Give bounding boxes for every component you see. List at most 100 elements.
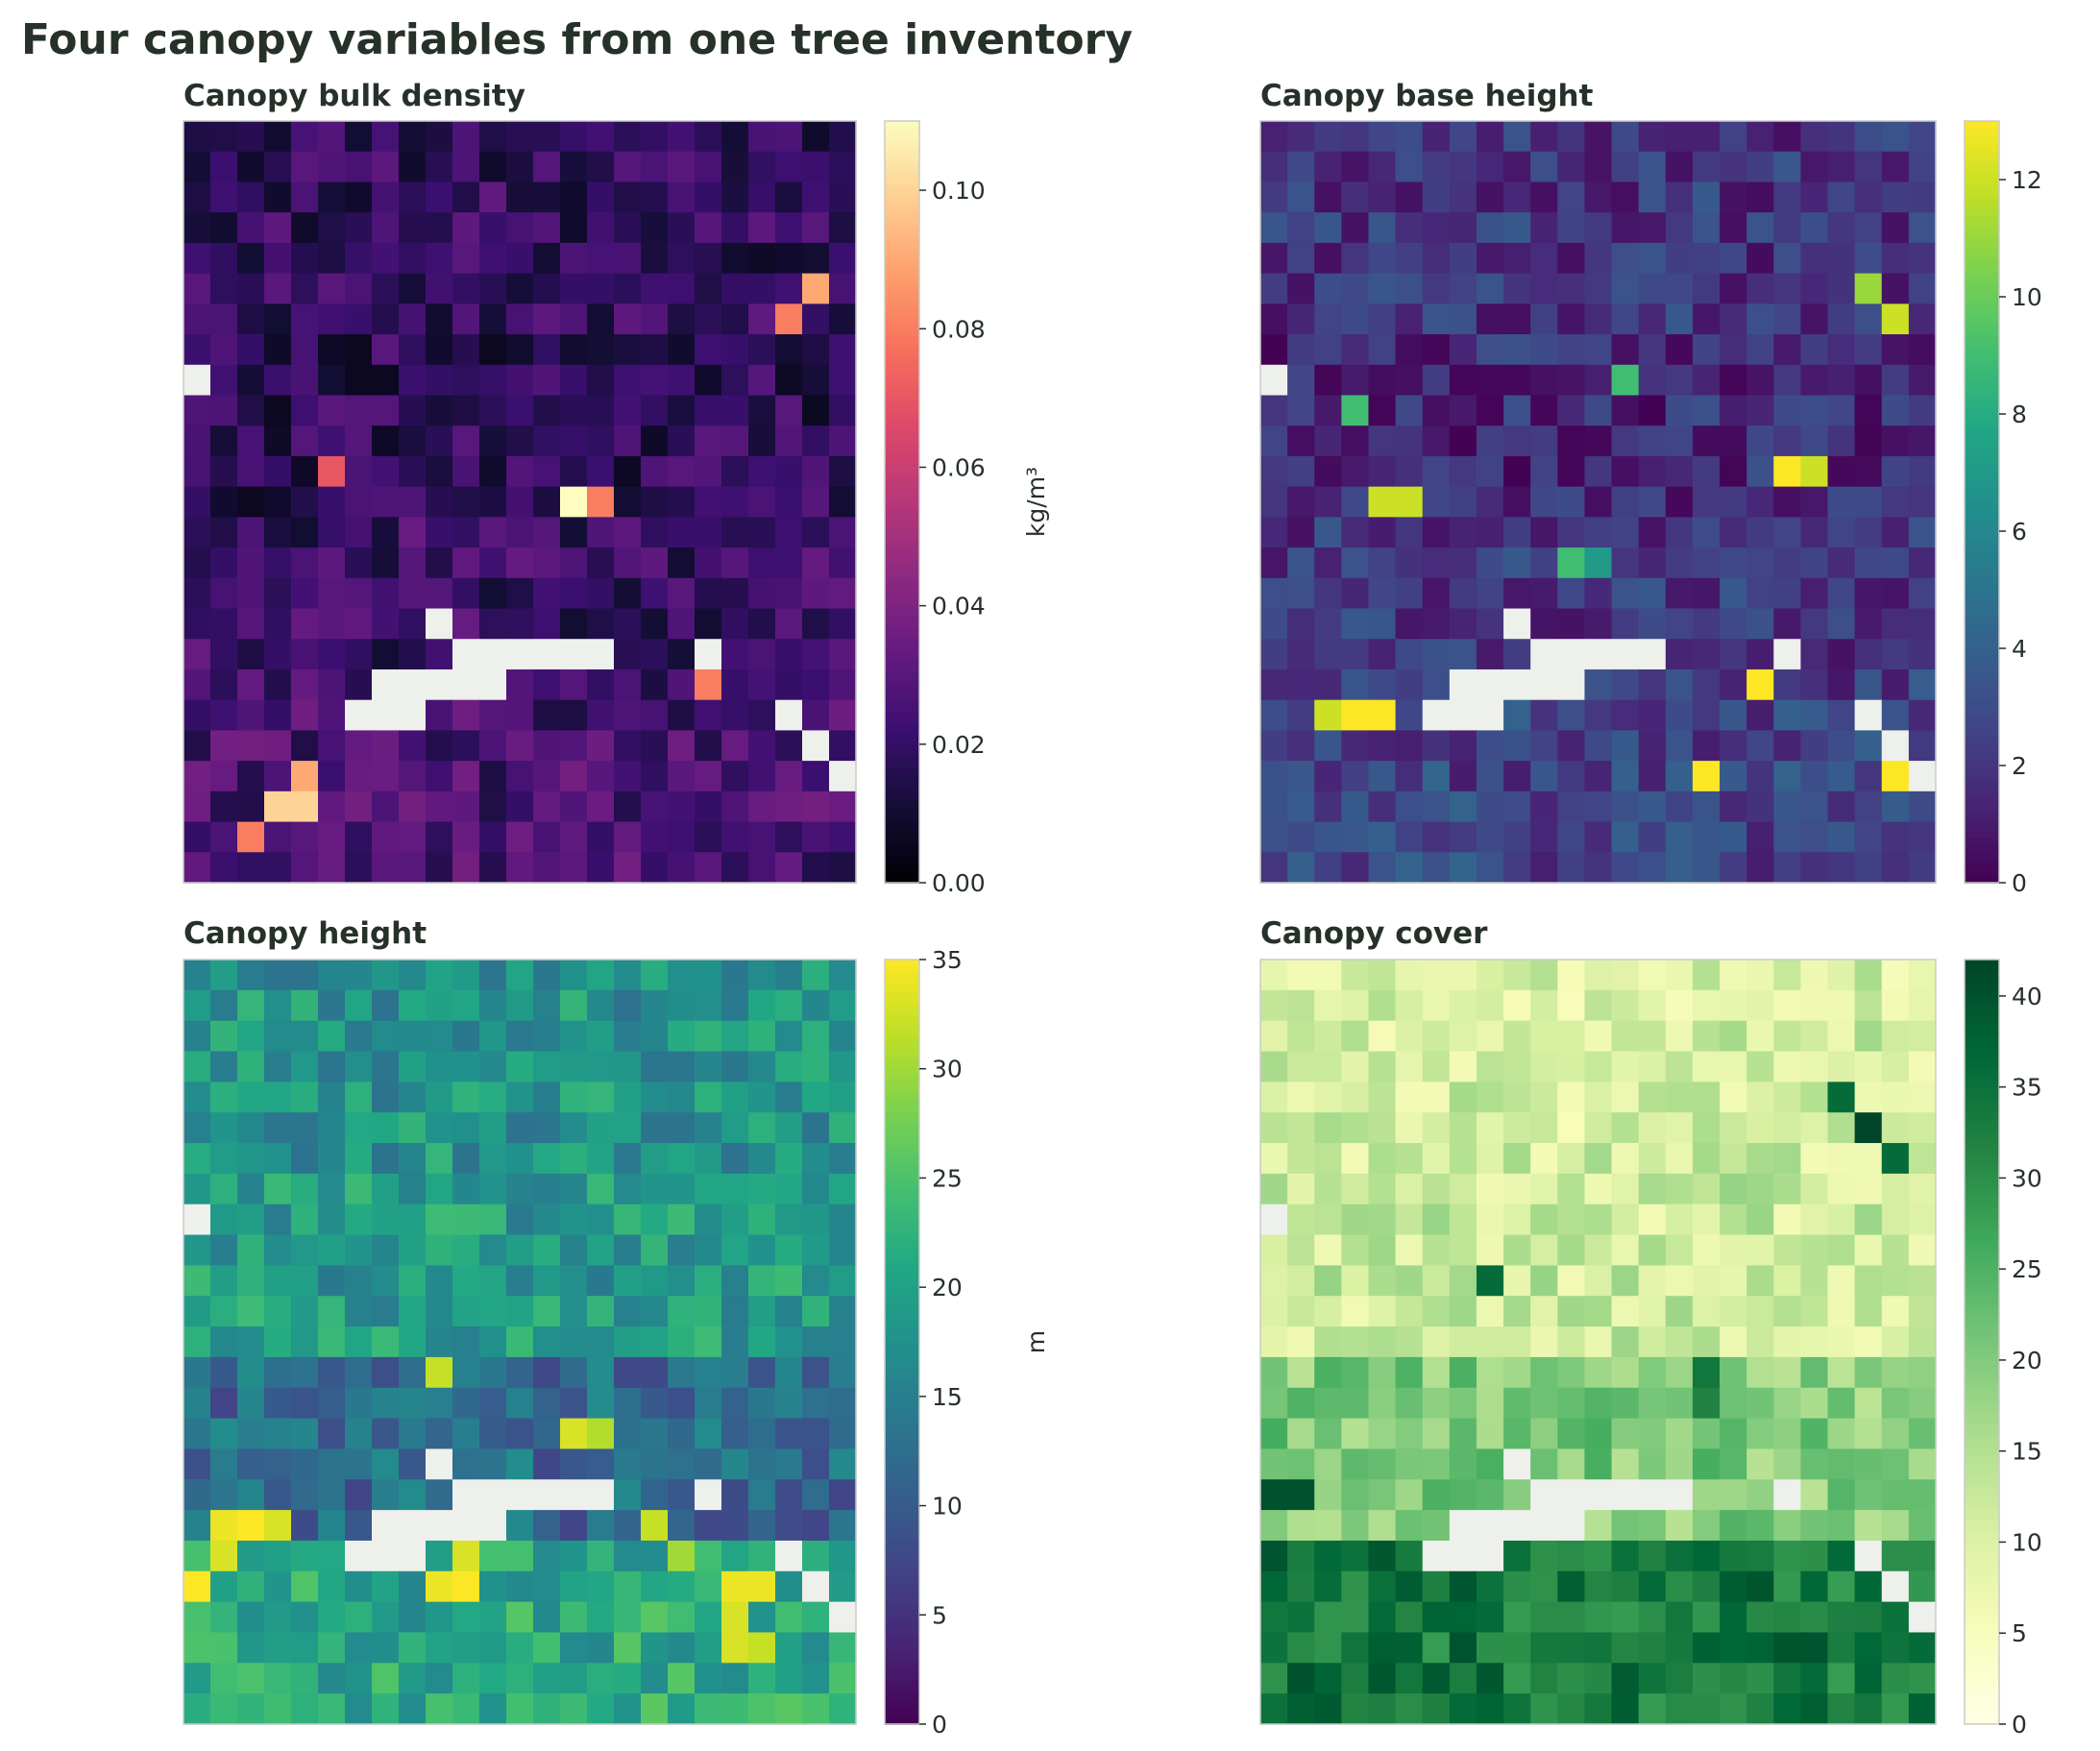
heatmap-cell — [264, 1234, 292, 1266]
colorbar-segment — [1965, 1042, 1999, 1050]
heatmap-cell — [318, 547, 346, 579]
heatmap-cell — [345, 455, 373, 488]
heatmap-cell — [829, 1265, 857, 1297]
heatmap-cell — [1692, 761, 1721, 792]
heatmap-cell — [721, 608, 749, 640]
colorbar-segment — [1965, 1328, 1999, 1337]
heatmap-cell — [1503, 1540, 1531, 1572]
heatmap-cell — [533, 1112, 561, 1144]
heatmap-cell-nodata — [1854, 699, 1883, 731]
heatmap-cell — [1720, 273, 1747, 304]
heatmap-cell — [452, 790, 480, 823]
heatmap-cell — [1720, 334, 1747, 366]
heatmap-cell — [1638, 1082, 1667, 1113]
heatmap-cell — [1368, 1570, 1397, 1603]
heatmap-cell-nodata — [1584, 639, 1613, 670]
heatmap-cell — [237, 121, 265, 153]
heatmap-cell — [1746, 699, 1774, 731]
heatmap-cell — [614, 121, 642, 153]
colorbar-tick-label: 30 — [2012, 1164, 2042, 1192]
colorbar-segment — [885, 1475, 919, 1483]
heatmap-cell — [183, 1020, 211, 1053]
heatmap-cell — [1314, 730, 1342, 762]
heatmap-cell — [1584, 730, 1613, 762]
heatmap-cell — [399, 455, 427, 488]
heatmap-cell — [641, 1448, 669, 1480]
heatmap-cell — [1530, 989, 1558, 1022]
heatmap-cell — [479, 212, 507, 244]
heatmap-cell — [1881, 960, 1910, 991]
heatmap-cell — [399, 1601, 427, 1634]
heatmap-cell — [372, 821, 400, 853]
heatmap-cell — [1395, 960, 1424, 991]
heatmap-cell — [1368, 1601, 1397, 1634]
heatmap-cell — [183, 1479, 211, 1511]
heatmap-cell — [1341, 1387, 1370, 1420]
heatmap-cell — [1584, 852, 1613, 884]
colorbar-segment — [1965, 609, 1999, 618]
colorbar-segment — [1965, 628, 1999, 637]
heatmap-cell — [1530, 761, 1558, 792]
heatmap-cell — [802, 1234, 830, 1266]
heatmap-cell — [1827, 182, 1856, 213]
colorbar-segment — [1965, 324, 1999, 331]
panels: Canopy bulk density0.000.020.040.060.080… — [183, 79, 2042, 1739]
heatmap-cell — [641, 852, 669, 884]
heatmap-cell — [1395, 182, 1424, 213]
heatmap-cell — [721, 1082, 749, 1113]
heatmap-cell-nodata — [426, 608, 453, 640]
heatmap-cell — [721, 486, 749, 518]
heatmap-cell — [1881, 1510, 1910, 1542]
heatmap-cell — [479, 730, 507, 762]
heatmap-cell — [829, 1540, 857, 1572]
heatmap-cell — [1692, 455, 1721, 488]
heatmap-cell — [506, 273, 534, 304]
heatmap-cell — [775, 1020, 803, 1053]
heatmap-cell-nodata — [533, 1479, 561, 1511]
heatmap-cell — [1854, 455, 1883, 488]
heatmap-cell — [1827, 821, 1856, 853]
colorbar-segment — [1965, 1514, 1999, 1521]
heatmap-cell-nodata — [399, 1510, 427, 1542]
heatmap-cell — [1395, 1510, 1424, 1542]
heatmap-cell — [345, 1234, 373, 1266]
heatmap-cell — [291, 821, 319, 853]
heatmap-cell — [1746, 1663, 1774, 1694]
colorbar-segment — [1965, 768, 1999, 776]
colorbar-segment — [1965, 387, 1999, 395]
heatmap-cell — [587, 547, 615, 579]
heatmap-cell — [237, 1570, 265, 1603]
heatmap-cell — [1908, 821, 1937, 853]
heatmap-cell — [372, 182, 400, 213]
heatmap-cell — [668, 334, 696, 366]
heatmap-cell — [1611, 1112, 1640, 1144]
heatmap-cell — [1530, 486, 1558, 518]
colorbar-segment — [885, 793, 919, 801]
heatmap-cell — [237, 1143, 265, 1175]
heatmap-cell — [775, 989, 803, 1022]
heatmap-cell — [426, 395, 453, 426]
heatmap-cell — [1557, 730, 1586, 762]
heatmap-cell — [1287, 334, 1315, 366]
heatmap-cell — [1854, 242, 1883, 275]
heatmap-cell — [587, 669, 615, 701]
heatmap-cell — [1557, 1326, 1586, 1358]
colorbar-segment — [885, 1500, 919, 1509]
heatmap-cell — [587, 1540, 615, 1572]
colorbar-segment — [1965, 850, 1999, 859]
heatmap-cell — [1881, 1326, 1910, 1358]
colorbar-tick-label: 15 — [2012, 1438, 2042, 1466]
heatmap-cell — [641, 547, 669, 579]
heatmap-cell — [1692, 989, 1721, 1022]
heatmap-cell — [748, 852, 776, 884]
heatmap-cell — [695, 395, 722, 426]
heatmap-cell — [533, 304, 561, 335]
heatmap-cell — [372, 517, 400, 548]
heatmap-cell — [1692, 1234, 1721, 1266]
heatmap-cell — [1638, 426, 1667, 457]
heatmap-cell — [1881, 1418, 1910, 1450]
heatmap-cell — [1476, 455, 1504, 488]
heatmap-cell — [1287, 273, 1315, 304]
colorbar-segment — [1965, 146, 1999, 154]
heatmap-cell — [183, 1356, 211, 1389]
